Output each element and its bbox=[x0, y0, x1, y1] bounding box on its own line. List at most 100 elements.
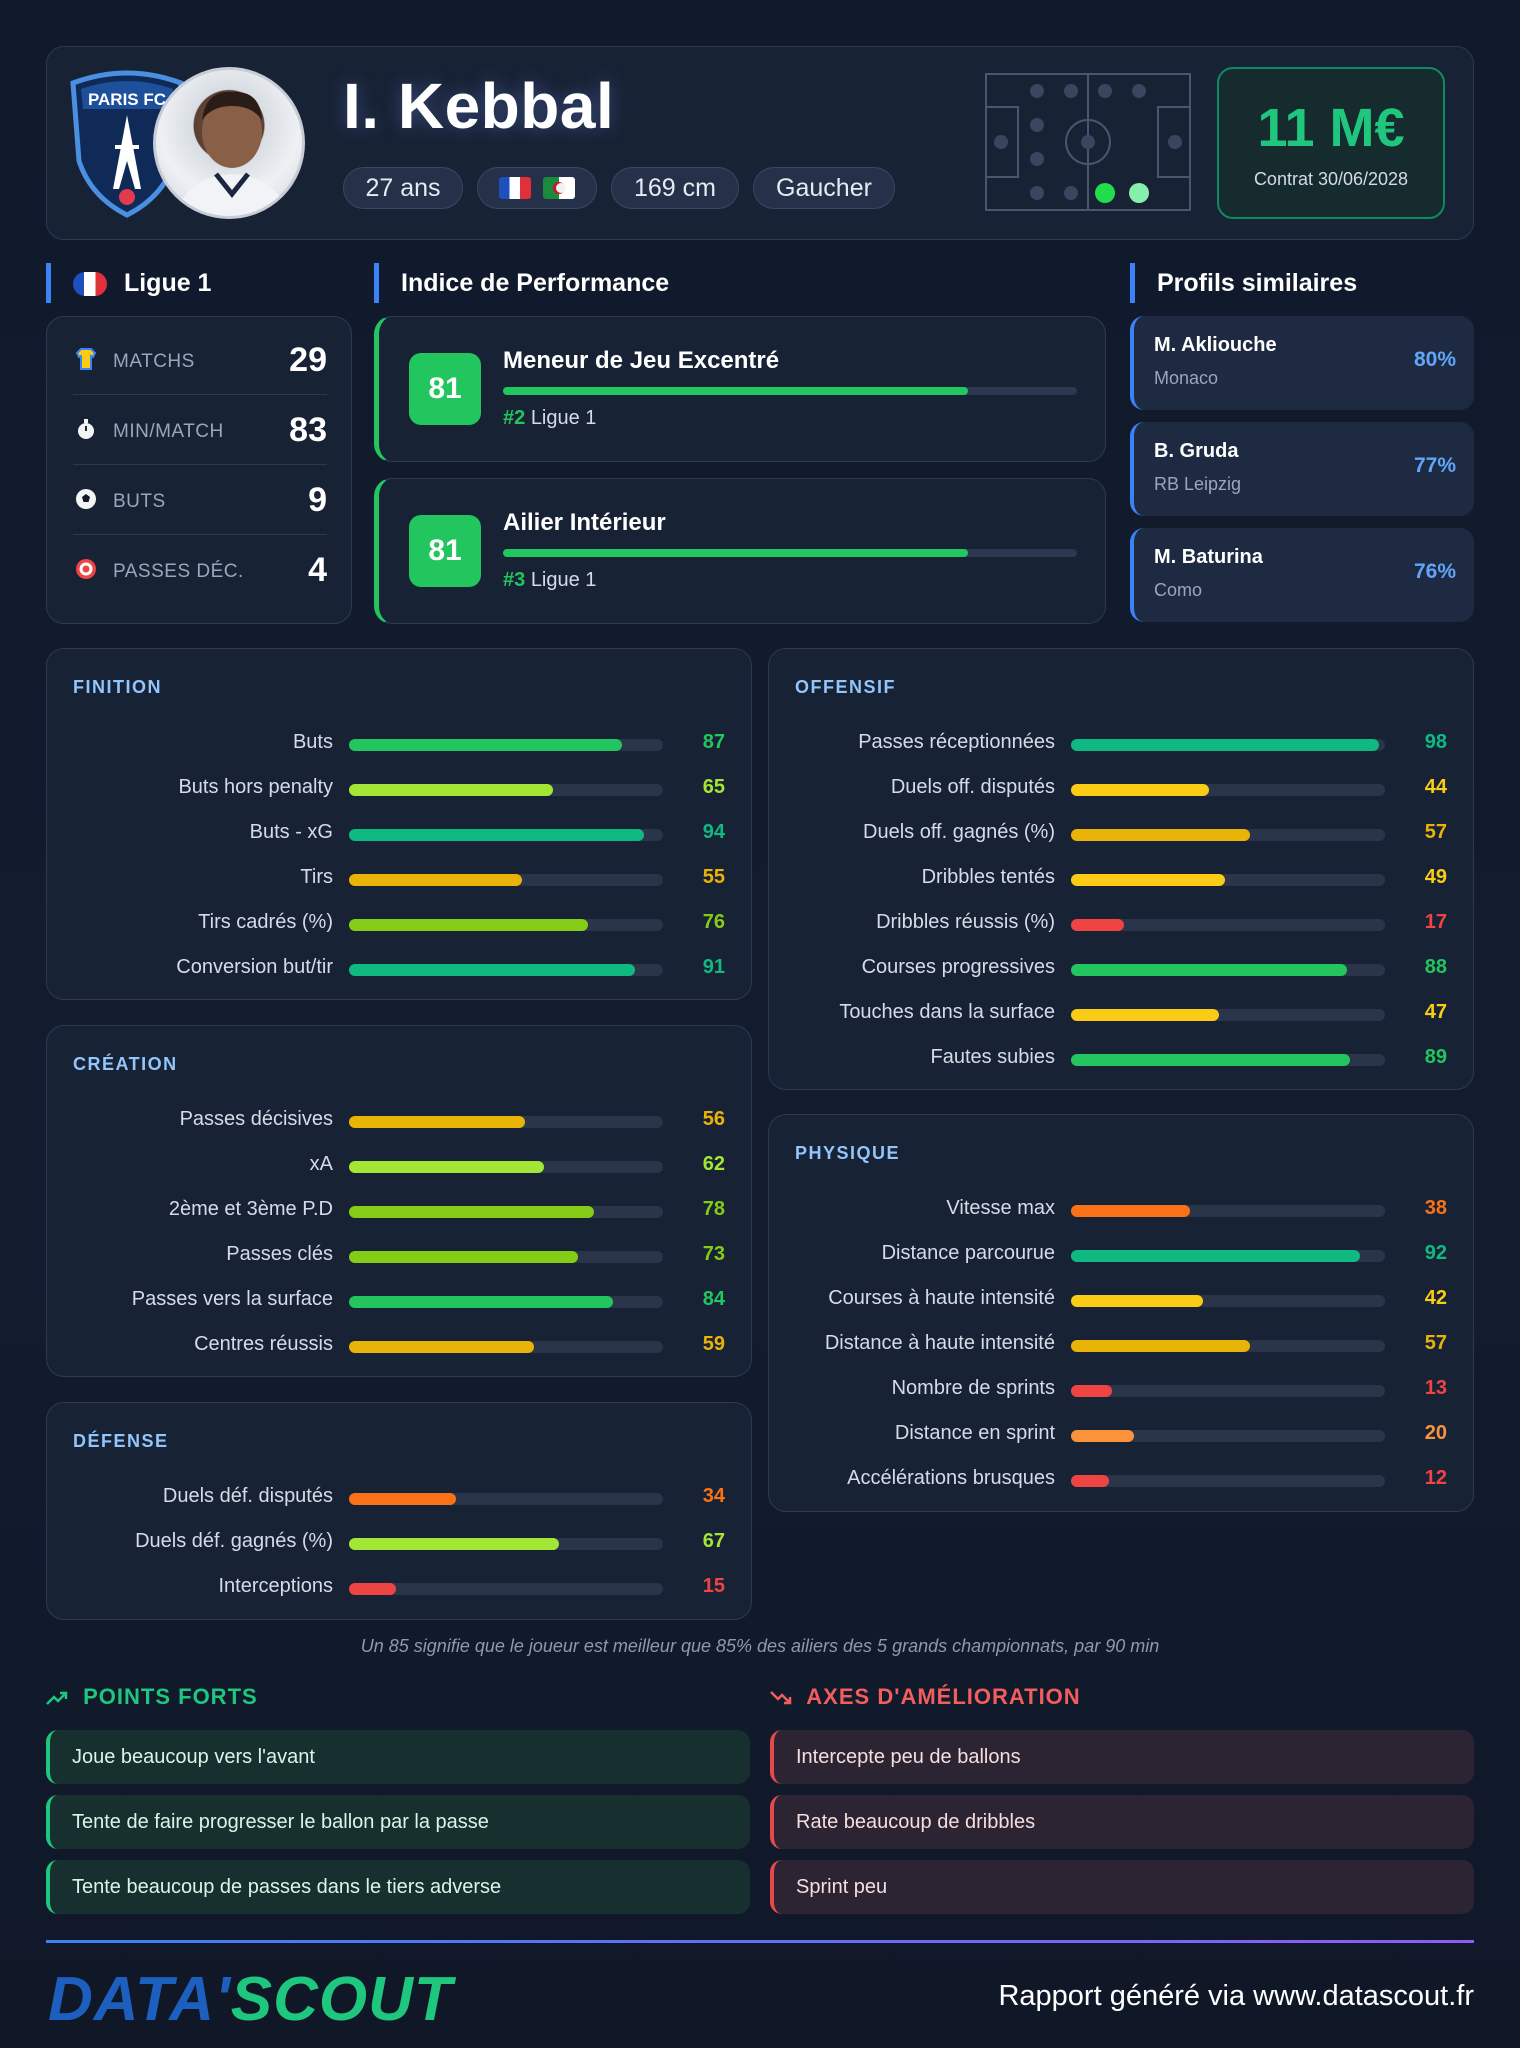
similar-player-card[interactable]: M. Baturina Como 76% bbox=[1130, 528, 1474, 622]
player-photo bbox=[153, 67, 305, 219]
metric-value: 38 bbox=[1424, 1197, 1447, 1219]
footer-divider bbox=[46, 1940, 1474, 1943]
metric-row: Passes vers la surface 84 bbox=[47, 1286, 751, 1316]
metric-label: Dribbles tentés bbox=[921, 866, 1055, 888]
metric-value: 88 bbox=[1424, 956, 1447, 978]
metric-row: Fautes subies 89 bbox=[769, 1044, 1473, 1074]
metric-value: 78 bbox=[702, 1198, 725, 1220]
metric-value: 47 bbox=[1424, 1001, 1447, 1023]
metric-bar-fill bbox=[1071, 919, 1125, 931]
primary-position-marker bbox=[1095, 183, 1115, 203]
similarity-percent: 76% bbox=[1413, 560, 1456, 583]
similar-player-card[interactable]: M. Akliouche Monaco 80% bbox=[1130, 316, 1474, 410]
metric-bar-fill bbox=[349, 1341, 535, 1353]
metric-label: Buts - xG bbox=[249, 821, 333, 843]
role-score-bar bbox=[503, 387, 1077, 395]
similar-player-card[interactable]: B. Gruda RB Leipzig 77% bbox=[1130, 422, 1474, 516]
metric-label: Dribbles réussis (%) bbox=[876, 911, 1055, 933]
metric-row: Conversion but/tir 91 bbox=[47, 954, 751, 984]
metric-label: Distance parcourue bbox=[881, 1242, 1055, 1264]
metric-label: Tirs bbox=[300, 866, 333, 888]
stat-row-goals: BUTS 9 bbox=[73, 465, 327, 535]
metric-bar bbox=[1071, 1205, 1385, 1217]
role-score-bar bbox=[503, 549, 1077, 557]
similarity-percent: 77% bbox=[1413, 454, 1456, 477]
metric-bar-fill bbox=[349, 1206, 594, 1218]
metric-bar bbox=[349, 964, 663, 976]
metric-label: Passes décisives bbox=[179, 1108, 333, 1130]
stat-row-matches: MATCHS 29 bbox=[73, 325, 327, 395]
finition-panel: FINITION Buts 87 Buts hors penalty 65 Buts -… bbox=[46, 648, 752, 1000]
metric-bar-fill bbox=[349, 1251, 579, 1263]
metric-row: Passes décisives 56 bbox=[47, 1106, 751, 1136]
metric-label: xA bbox=[309, 1153, 333, 1175]
metric-value: 12 bbox=[1424, 1467, 1447, 1489]
metric-bar-fill bbox=[349, 964, 635, 976]
metric-row: Duels déf. gagnés (%) 67 bbox=[47, 1528, 751, 1558]
secondary-position-marker bbox=[1129, 183, 1149, 203]
metric-value: 87 bbox=[702, 731, 725, 753]
algeria-flag-icon bbox=[543, 177, 575, 199]
metric-value: 55 bbox=[702, 866, 725, 888]
metric-value: 15 bbox=[702, 1575, 725, 1597]
role-score: 81 bbox=[409, 353, 481, 425]
metric-bar bbox=[349, 1251, 663, 1263]
metric-bar bbox=[1071, 1054, 1385, 1066]
metric-bar-fill bbox=[1071, 1054, 1351, 1066]
player-header: PARIS FC I. Kebbal 27 ans 169 cm Gaucher bbox=[46, 46, 1474, 240]
club-crest-logo: PARIS FC bbox=[70, 70, 184, 218]
metric-row: Tirs cadrés (%) 76 bbox=[47, 909, 751, 939]
stopwatch-icon bbox=[73, 417, 99, 447]
metric-label: Tirs cadrés (%) bbox=[198, 911, 333, 933]
metric-bar-fill bbox=[1071, 784, 1210, 796]
metric-bar-fill bbox=[349, 1493, 456, 1505]
metric-row: Distance à haute intensité 57 bbox=[769, 1330, 1473, 1360]
france-flag-icon bbox=[499, 177, 531, 199]
metric-row: Centres réussis 59 bbox=[47, 1331, 751, 1361]
metric-bar bbox=[1071, 829, 1385, 841]
metric-bar bbox=[349, 1161, 663, 1173]
metric-value: 34 bbox=[702, 1485, 725, 1507]
metric-bar bbox=[1071, 1009, 1385, 1021]
metric-value: 57 bbox=[1424, 1332, 1447, 1354]
strengths-heading: POINTS FORTS bbox=[46, 1684, 258, 1710]
metric-bar bbox=[349, 1341, 663, 1353]
trend-down-icon bbox=[770, 1684, 806, 1709]
metric-row: Buts - xG 94 bbox=[47, 819, 751, 849]
metric-bar bbox=[1071, 964, 1385, 976]
metric-label: Duels déf. gagnés (%) bbox=[135, 1530, 333, 1552]
metric-value: 76 bbox=[702, 911, 725, 933]
datascout-logo: DATA'SCOUT bbox=[48, 1965, 453, 2034]
metric-value: 73 bbox=[702, 1243, 725, 1265]
metric-label: Distance à haute intensité bbox=[824, 1332, 1055, 1354]
metric-row: Passes réceptionnées 98 bbox=[769, 729, 1473, 759]
metric-value: 59 bbox=[702, 1333, 725, 1355]
metric-label: Buts hors penalty bbox=[178, 776, 333, 798]
metric-label: Vitesse max bbox=[946, 1197, 1055, 1219]
ball-icon bbox=[73, 487, 99, 517]
metric-value: 91 bbox=[702, 956, 725, 978]
metric-bar-fill bbox=[1071, 739, 1379, 751]
market-value-box: 11 M€ Contrat 30/06/2028 bbox=[1217, 67, 1445, 219]
metric-bar bbox=[1071, 739, 1385, 751]
stat-row-minutes: MIN/MATCH 83 bbox=[73, 395, 327, 465]
metric-row: Courses progressives 88 bbox=[769, 954, 1473, 984]
metric-bar-fill bbox=[1071, 1009, 1219, 1021]
weakness-item: Intercepte peu de ballons bbox=[770, 1730, 1474, 1784]
metric-bar-fill bbox=[1071, 874, 1225, 886]
metric-label: Fautes subies bbox=[930, 1046, 1055, 1068]
metric-row: Accélérations brusques 12 bbox=[769, 1465, 1473, 1495]
footer-credit: Rapport généré via www.datascout.fr bbox=[998, 1980, 1474, 2012]
metric-bar bbox=[1071, 1475, 1385, 1487]
metric-bar-fill bbox=[349, 1296, 613, 1308]
metric-value: 44 bbox=[1424, 776, 1447, 798]
weakness-item: Rate beaucoup de dribbles bbox=[770, 1795, 1474, 1849]
contract-end: Contrat 30/06/2028 bbox=[1253, 168, 1409, 189]
metric-bar bbox=[1071, 1250, 1385, 1262]
metric-row: Duels déf. disputés 34 bbox=[47, 1483, 751, 1513]
strength-item: Tente beaucoup de passes dans le tiers a… bbox=[46, 1860, 750, 1914]
metric-bar-fill bbox=[1071, 829, 1250, 841]
strength-item: Joue beaucoup vers l'avant bbox=[46, 1730, 750, 1784]
metric-row: Tirs 55 bbox=[47, 864, 751, 894]
metric-label: Courses à haute intensité bbox=[828, 1287, 1055, 1309]
